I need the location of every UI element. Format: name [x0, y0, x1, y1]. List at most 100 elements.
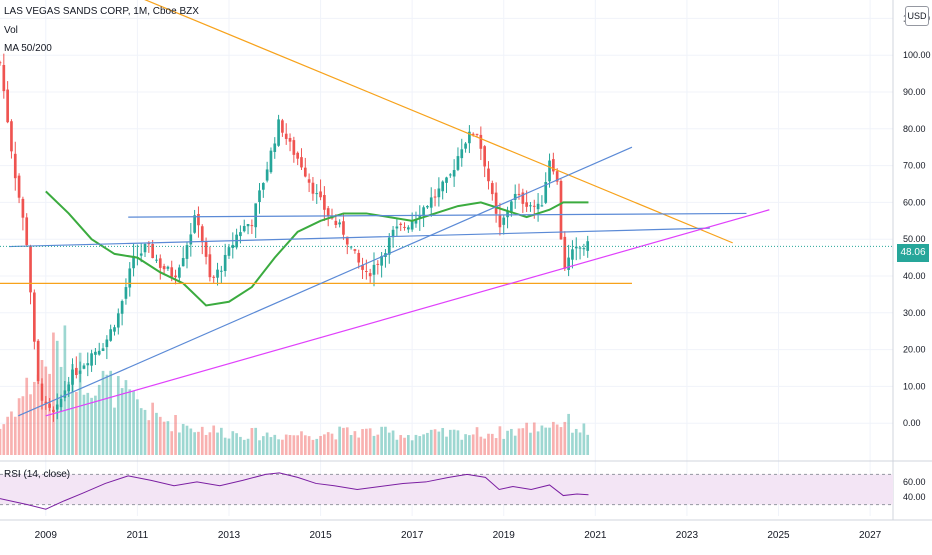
candle-body [281, 120, 284, 133]
volume-bar [105, 374, 109, 455]
candle-body [44, 401, 48, 404]
x-tick-label: 2017 [401, 530, 424, 541]
volume-bar [410, 440, 414, 455]
legend-symbol[interactable]: LAS VEGAS SANDS CORP, 1M, Cboe BZX [4, 6, 199, 17]
volume-bar [265, 432, 269, 455]
candle-body [109, 329, 113, 341]
volume-bar [475, 427, 479, 455]
rsi-tick-label: 60.00 [903, 477, 926, 487]
volume-bar [315, 438, 319, 455]
volume-bar [567, 413, 570, 455]
candle-body [319, 191, 322, 198]
volume-bar [544, 427, 548, 455]
candle-body [513, 193, 517, 200]
volume-bar [44, 366, 48, 455]
volume-bar [258, 440, 261, 455]
candle-body [170, 267, 174, 277]
volume-bar [74, 391, 78, 455]
candle-body [155, 259, 158, 261]
y-tick-label: 60.00 [903, 197, 926, 207]
volume-bar [487, 433, 490, 455]
candle-body [174, 275, 177, 278]
volume-bar [124, 380, 128, 455]
candle-body [326, 208, 330, 216]
volume-bar [158, 416, 162, 455]
volume-bar [113, 407, 116, 455]
volume-bar [357, 437, 361, 455]
candle-body [448, 174, 452, 176]
candle-body [55, 404, 59, 410]
volume-bar [448, 429, 452, 455]
volume-bar [97, 384, 101, 455]
volume-bar [433, 429, 437, 455]
candle-body [254, 203, 258, 228]
candle-body [86, 363, 90, 366]
volume-bar [261, 436, 265, 455]
candle-body [246, 224, 250, 227]
volume-bar [376, 434, 380, 455]
volume-bar [368, 428, 372, 455]
volume-bar [479, 436, 483, 455]
volume-bar [365, 428, 368, 455]
volume-bar [536, 431, 540, 455]
volume-bar [319, 435, 322, 455]
candle-body [197, 214, 200, 226]
volume-bar [82, 394, 86, 455]
volume-bar [246, 438, 250, 455]
candle-body [506, 211, 509, 218]
volume-bar [391, 430, 395, 455]
volume-bar [525, 422, 528, 455]
candle-body [433, 196, 437, 198]
candle-body [353, 249, 357, 251]
y-tick-label: 70.00 [903, 161, 926, 171]
volume-bar [189, 428, 193, 455]
candles [0, 53, 590, 422]
candle-body [311, 182, 315, 194]
x-tick-label: 2019 [493, 530, 516, 541]
volume-bar [506, 430, 509, 455]
candle-body [71, 369, 74, 385]
currency-badge[interactable]: USD [905, 6, 929, 26]
candle-body [250, 225, 254, 227]
volume-bar [67, 381, 71, 455]
candle-body [307, 179, 311, 183]
trendline-blue [128, 212, 747, 218]
volume-bar [510, 428, 513, 455]
volume-bar [437, 431, 441, 455]
volume-bar [78, 352, 82, 455]
candle-body [288, 138, 292, 142]
volume-bar [582, 423, 586, 455]
candle-body [536, 203, 540, 210]
candle-body [464, 143, 467, 149]
volume-bar [25, 377, 29, 455]
candle-body [273, 143, 277, 152]
volume-bar [571, 432, 574, 455]
volume-bar [277, 439, 280, 455]
y-tick-label: 0.00 [903, 418, 921, 428]
volume-bar [395, 439, 399, 455]
candle-body [101, 348, 105, 351]
candle-body [380, 255, 383, 266]
volume-bar [349, 435, 353, 455]
volume-bar [471, 434, 475, 455]
candle-body [162, 266, 166, 270]
legend-vol[interactable]: Vol [4, 25, 18, 36]
candle-body [292, 140, 296, 155]
volume-bar [380, 426, 383, 455]
volume-bar [29, 394, 32, 455]
candle-body [120, 301, 124, 314]
volume-bar [426, 432, 429, 455]
volume-bar [300, 431, 303, 455]
candle-body [13, 153, 17, 179]
trendline-orange [144, 0, 733, 244]
x-tick-label: 2023 [676, 530, 699, 541]
legend-ma[interactable]: MA 50/200 [4, 43, 52, 54]
legend-rsi[interactable]: RSI (14, close) [4, 469, 71, 480]
candle-body [158, 258, 162, 268]
volume-bar [292, 435, 296, 455]
candle-body [94, 351, 97, 355]
volume-bar [136, 399, 139, 455]
candle-body [498, 215, 502, 228]
